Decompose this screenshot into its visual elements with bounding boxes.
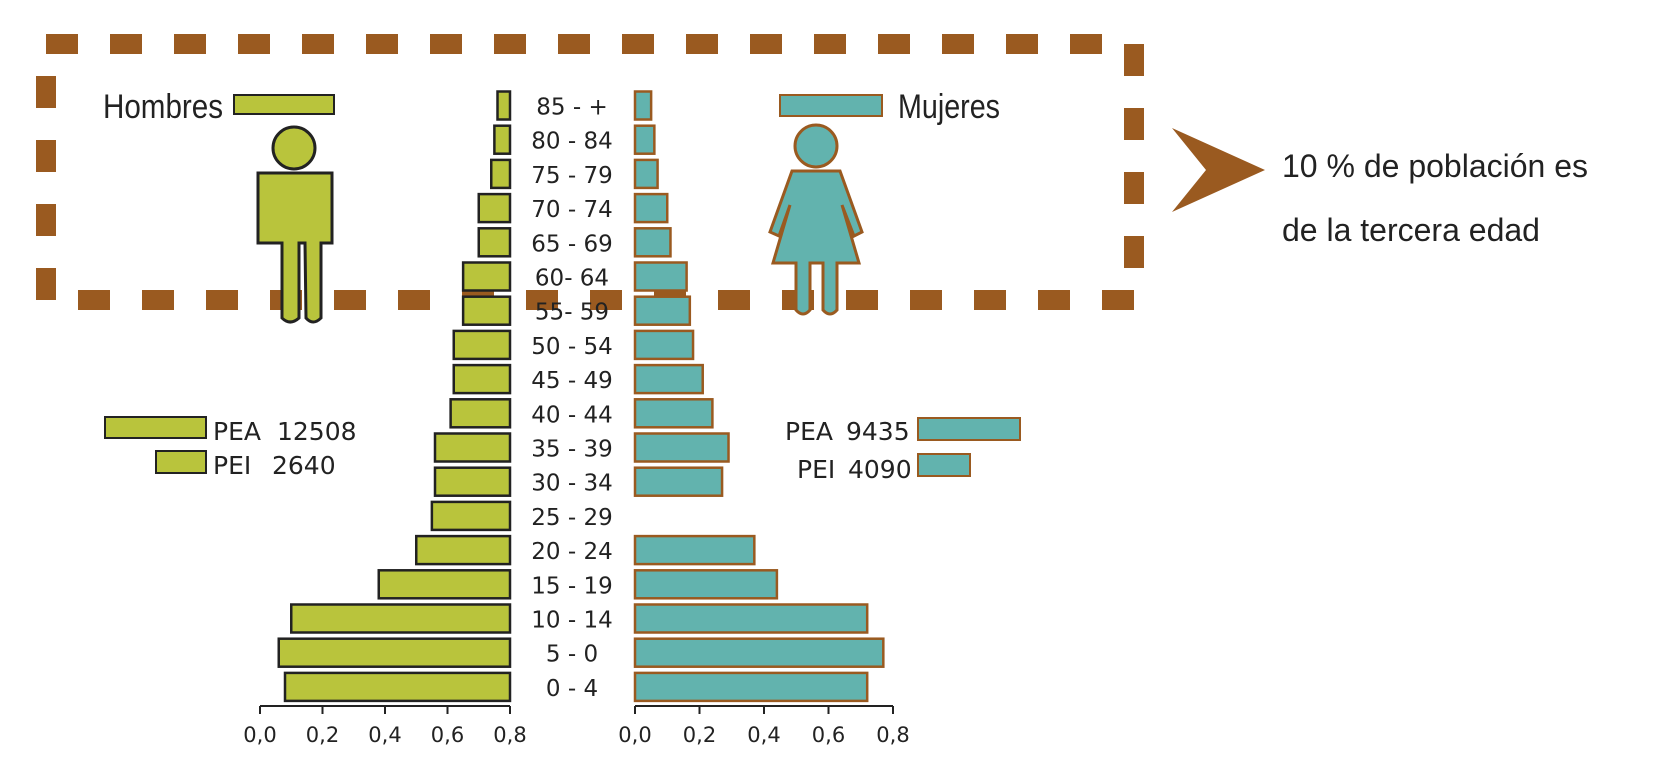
x-tick-label: 0,6: [431, 723, 464, 747]
legend-title-mujeres: Mujeres: [898, 88, 1000, 126]
age-group-label: 70 - 74: [531, 197, 612, 223]
age-group-label: 60- 64: [535, 266, 609, 292]
bar-hombres: [452, 329, 512, 361]
bar-hombres: [277, 637, 512, 668]
age-group-label: 50 - 54: [531, 334, 612, 360]
bar-hombres: [449, 398, 512, 429]
x-tick-label: 0,4: [368, 723, 401, 747]
bar-mujeres: [633, 363, 704, 395]
x-axis-hombres: 0,0 0,2 0,4 0,6 0,8: [243, 705, 527, 747]
x-tick-label: 0,6: [812, 723, 845, 747]
x-tick-label: 0,8: [493, 723, 526, 747]
bar-mujeres: [633, 398, 714, 429]
bar-mujeres: [633, 124, 656, 155]
bar-mujeres: [633, 261, 688, 292]
bar-hombres: [477, 227, 512, 258]
bar-mujeres: [633, 192, 669, 224]
bar-mujeres: [633, 603, 869, 634]
age-group-label: 10 - 14: [531, 608, 612, 634]
legend-swatch-hombres: [233, 94, 335, 115]
age-group-label: 25 - 29: [531, 505, 612, 531]
bar-hombres: [477, 192, 512, 224]
pyramid-bars: 0 - 4 5 - 0 10 - 14 15 - 19 20 - 24 25 - 29 30…: [243, 90, 910, 747]
age-group-label: 75 - 79: [531, 163, 612, 189]
female-pei-value: 4090: [848, 455, 912, 484]
x-axis-mujeres: 0,0 0,2 0,4 0,6 0,8: [618, 705, 910, 747]
age-group-label: 30 - 34: [531, 471, 612, 497]
annotation-line-1: 10 % de población es: [1282, 148, 1588, 184]
bar-hombres: [290, 603, 512, 634]
age-group-label: 40 - 44: [531, 402, 612, 428]
bar-hombres: [433, 466, 512, 497]
bar-mujeres: [633, 432, 730, 463]
bar-hombres: [461, 261, 512, 292]
x-tick-label: 0,4: [747, 723, 780, 747]
bar-hombres: [490, 158, 512, 190]
female-pei-bar: [917, 453, 971, 477]
bar-hombres: [433, 432, 512, 463]
age-group-label: 5 - 0: [546, 642, 598, 668]
bar-mujeres: [633, 637, 885, 668]
female-figure-icon: [768, 123, 864, 316]
male-pei-value: 2640: [272, 451, 336, 480]
male-pei-label: PEI: [213, 451, 251, 480]
female-pea-value: 9435: [846, 417, 910, 446]
male-figure-icon: [256, 125, 334, 324]
x-tick-label: 0,2: [683, 723, 716, 747]
bar-mujeres: [633, 90, 653, 121]
arrow-right-icon: [1172, 128, 1265, 212]
female-pea-label: PEA: [785, 417, 833, 446]
elderly-highlight-frame: [36, 34, 1144, 310]
bar-mujeres: [633, 466, 724, 497]
annotation-line-2: de la tercera edad: [1282, 212, 1540, 248]
male-pea-value: 12508: [277, 417, 357, 446]
bar-mujeres: [633, 329, 695, 361]
bar-hombres: [377, 569, 512, 600]
bar-hombres: [496, 90, 512, 121]
age-group-label: 55- 59: [535, 300, 609, 326]
age-group-label: 35 - 39: [531, 437, 612, 463]
bar-mujeres: [633, 534, 756, 566]
male-pea-label: PEA: [213, 417, 261, 446]
age-group-label: 20 - 24: [531, 539, 612, 565]
legend-swatch-mujeres: [779, 94, 883, 117]
female-pea-bar: [917, 417, 1021, 441]
bar-hombres: [430, 500, 512, 532]
bar-hombres: [415, 534, 512, 566]
x-tick-label: 0,0: [243, 723, 276, 747]
bar-mujeres: [633, 227, 672, 258]
bar-hombres: [493, 124, 512, 155]
x-tick-label: 0,8: [876, 723, 909, 747]
bar-mujeres: [633, 295, 692, 326]
age-group-label: 15 - 19: [531, 573, 612, 599]
legend-title-hombres: Hombres: [103, 88, 223, 126]
male-pea-bar: [104, 416, 207, 439]
bar-hombres: [461, 295, 512, 326]
bar-mujeres: [633, 671, 869, 703]
age-group-label: 0 - 4: [546, 676, 598, 702]
bar-mujeres: [633, 158, 659, 190]
male-pei-bar: [155, 450, 207, 474]
bar-hombres: [283, 671, 512, 703]
age-group-label: 85 - +: [536, 95, 607, 121]
x-tick-label: 0,0: [618, 723, 651, 747]
bar-hombres: [452, 363, 512, 395]
age-group-label: 45 - 49: [531, 368, 612, 394]
x-tick-label: 0,2: [306, 723, 339, 747]
female-pei-label: PEI: [797, 455, 835, 484]
age-group-label: 80 - 84: [531, 129, 612, 155]
age-group-label: 65 - 69: [531, 231, 612, 257]
bar-mujeres: [633, 569, 779, 600]
